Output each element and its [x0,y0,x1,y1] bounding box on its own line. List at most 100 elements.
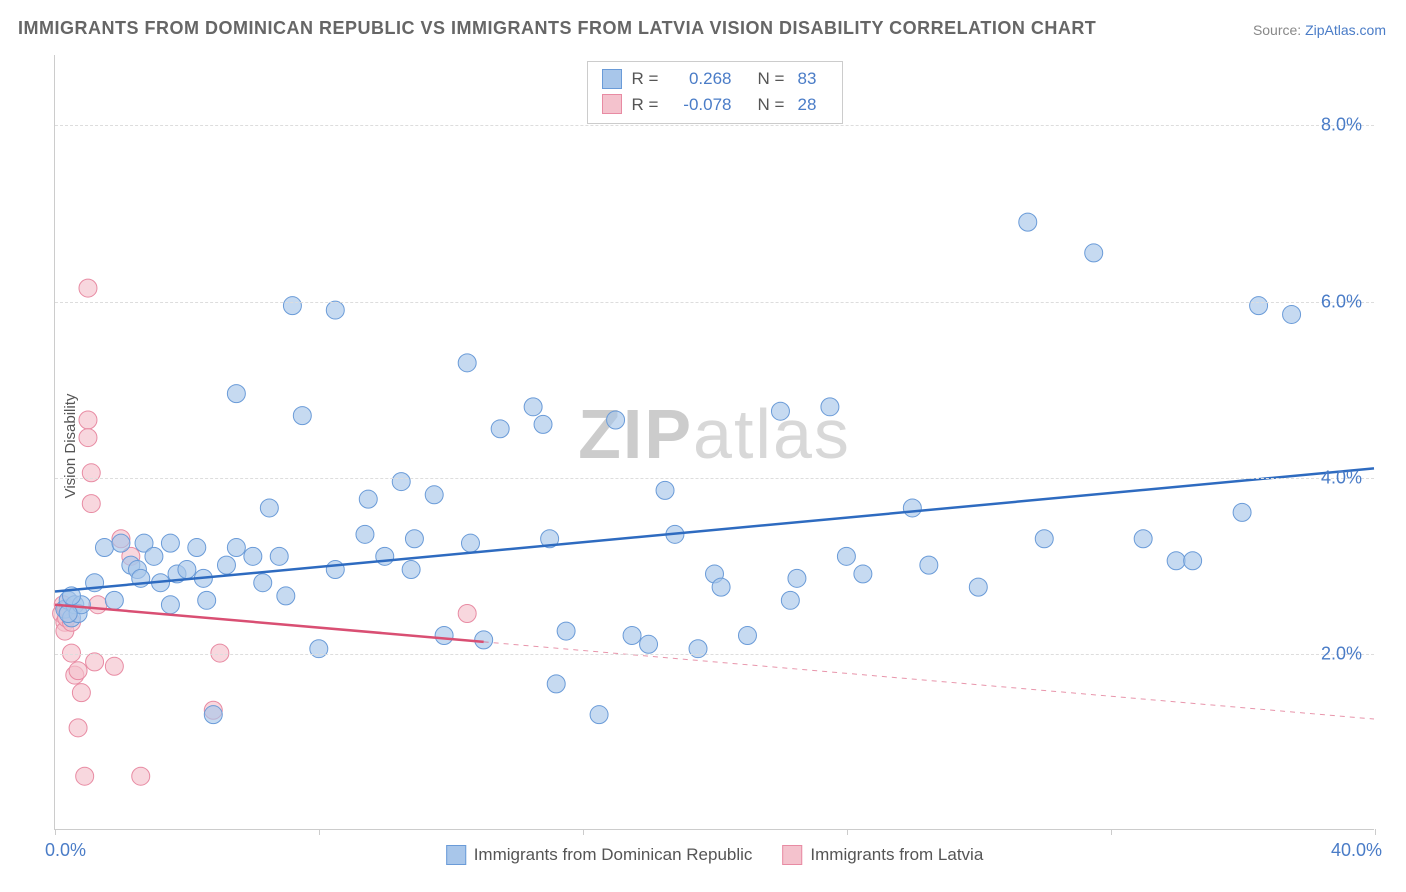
data-point-dominican [1134,530,1152,548]
data-point-dominican [689,640,707,658]
data-point-dominican [293,407,311,425]
data-point-dominican [524,398,542,416]
data-point-latvia [76,767,94,785]
data-point-dominican [95,539,113,557]
data-point-dominican [969,578,987,596]
data-point-dominican [178,561,196,579]
swatch-dominican [602,69,622,89]
data-point-dominican [1250,297,1268,315]
data-point-dominican [112,534,130,552]
data-point-dominican [837,547,855,565]
data-point-dominican [217,556,235,574]
legend-row-latvia: R = -0.078 N = 28 [602,92,828,118]
data-point-dominican [1233,503,1251,521]
data-point-dominican [326,301,344,319]
x-max-label: 40.0% [1331,840,1382,861]
data-point-dominican [161,596,179,614]
plot-area: ZIPatlas R = 0.268 N = 83 R = -0.078 N =… [54,55,1374,830]
r-label: R = [632,92,662,118]
data-point-dominican [607,411,625,429]
data-point-dominican [491,420,509,438]
data-point-dominican [854,565,872,583]
legend-label-latvia: Immigrants from Latvia [810,845,983,865]
data-point-dominican [920,556,938,574]
swatch-dominican [446,845,466,865]
data-point-dominican [270,547,288,565]
chart-title: IMMIGRANTS FROM DOMINICAN REPUBLIC VS IM… [18,18,1096,39]
grid-line [55,125,1374,126]
data-point-dominican [534,415,552,433]
data-point-dominican [1184,552,1202,570]
source-label: Source: [1253,22,1301,38]
data-point-dominican [771,402,789,420]
data-point-latvia [86,653,104,671]
data-point-dominican [458,354,476,372]
data-point-dominican [188,539,206,557]
data-point-latvia [82,495,100,513]
data-point-dominican [105,591,123,609]
r-value-dominican: 0.268 [672,66,732,92]
n-value-latvia: 28 [798,92,828,118]
data-point-dominican [326,561,344,579]
data-point-dominican [557,622,575,640]
grid-line [55,478,1374,479]
data-point-dominican [435,627,453,645]
y-tick-label: 6.0% [1321,291,1362,312]
data-point-dominican [227,539,245,557]
legend-row-dominican: R = 0.268 N = 83 [602,66,828,92]
grid-line [55,654,1374,655]
x-tick [583,829,584,835]
data-point-dominican [402,561,420,579]
correlation-legend: R = 0.268 N = 83 R = -0.078 N = 28 [587,61,843,124]
x-min-label: 0.0% [45,840,86,861]
data-point-dominican [198,591,216,609]
data-point-dominican [461,534,479,552]
data-point-dominican [1035,530,1053,548]
data-point-latvia [89,596,107,614]
n-label: N = [758,66,788,92]
data-point-dominican [1085,244,1103,262]
data-point-dominican [547,675,565,693]
legend-item-dominican: Immigrants from Dominican Republic [446,845,753,865]
legend-label-dominican: Immigrants from Dominican Republic [474,845,753,865]
data-point-dominican [145,547,163,565]
data-point-dominican [623,627,641,645]
x-tick [55,829,56,835]
data-point-dominican [204,706,222,724]
data-point-dominican [392,473,410,491]
data-point-latvia [105,657,123,675]
data-point-dominican [405,530,423,548]
data-point-latvia [79,411,97,429]
data-point-dominican [712,578,730,596]
r-label: R = [632,66,662,92]
data-point-dominican [640,635,658,653]
data-point-dominican [738,627,756,645]
data-point-latvia [458,605,476,623]
data-point-dominican [283,297,301,315]
x-tick [847,829,848,835]
data-point-dominican [1283,305,1301,323]
data-point-dominican [1019,213,1037,231]
data-point-dominican [359,490,377,508]
x-tick [1375,829,1376,835]
data-point-dominican [781,591,799,609]
data-point-dominican [277,587,295,605]
r-value-latvia: -0.078 [672,92,732,118]
data-point-dominican [376,547,394,565]
trend-line-latvia [55,605,484,642]
source-link[interactable]: ZipAtlas.com [1305,22,1386,38]
data-point-latvia [72,684,90,702]
data-point-dominican [260,499,278,517]
series-legend: Immigrants from Dominican Republic Immig… [446,845,984,865]
data-point-latvia [132,767,150,785]
data-point-dominican [788,569,806,587]
legend-item-latvia: Immigrants from Latvia [782,845,983,865]
data-point-latvia [79,429,97,447]
swatch-latvia [782,845,802,865]
data-point-dominican [425,486,443,504]
n-label: N = [758,92,788,118]
source-attribution: Source: ZipAtlas.com [1253,22,1386,38]
data-point-latvia [69,662,87,680]
data-point-dominican [356,525,374,543]
data-point-dominican [244,547,262,565]
